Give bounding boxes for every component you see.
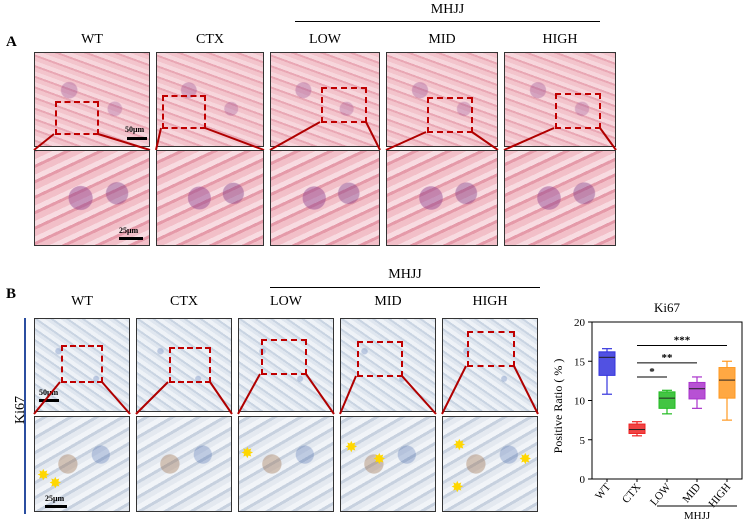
panel-a-col-low: LOW [309,32,341,47]
box-body [718,367,736,399]
y-tick-label: 0 [580,474,586,486]
panel-a-high-zoom-image [504,150,616,246]
panel-b-ctx-overview-image [136,318,232,412]
panel-a-wt-zoom-image: 25μm [34,150,150,246]
panel-b-wt-overview-image: 50μm [34,318,130,412]
star-marker-icon: ✸ [453,438,466,454]
y-axis-label: Positive Ratio ( % ) [551,359,565,454]
panel-a-letter: A [6,34,17,50]
panel-b-col-wt: WT [71,294,93,309]
scale-bar [127,137,147,140]
panel-b-group-line [270,287,540,288]
y-tick-label: 10 [574,396,586,408]
scale-bar-label: 25μm [119,226,139,235]
ki67-box-plot: Ki67 Positive Ratio ( % ) 0 5 10 15 20 WT CTX L… [551,300,743,522]
roi-box [321,87,367,123]
box-body [598,351,616,376]
box-body [628,423,646,434]
panel-b-wt-zoom-image: ✸ ✸ 25μm [34,416,130,512]
box-mid [688,376,706,409]
y-tick-label: 20 [574,317,586,329]
scale-bar [39,399,59,402]
panel-a-low-overview-image [270,52,380,147]
panel-a-group-label: MHJJ [430,2,465,17]
panel-a-ctx-zoom-image [156,150,264,246]
scale-bar [119,237,143,240]
box-ctx [628,421,646,437]
star-marker-icon: ✸ [345,440,358,456]
y-tick-label: 15 [574,356,586,368]
star-marker-icon: ✸ [241,446,254,462]
panel-b-low-zoom-image: ✸ [238,416,334,512]
roi-box [162,95,206,129]
panel-a-high-overview-image [504,52,616,147]
box-wt [598,348,616,395]
panel-b-mid-zoom-image: ✸ ✸ [340,416,436,512]
box-high [718,360,736,421]
x-tick-label-ctx: CTX [620,481,643,506]
roi-box [261,339,307,375]
panel-a-col-high: HIGH [542,32,578,47]
group-label: MHJJ [684,510,711,522]
panel-a-zoom-lines [33,121,617,151]
panel-a-col-mid: MID [428,32,456,47]
panel-a-mid-overview-image [386,52,498,147]
significance-label: * [649,366,655,378]
scale-bar-label: 25μm [45,494,65,503]
panel-b-col-mid: MID [374,294,402,309]
panel-b-group-label: MHJJ [388,267,422,282]
roi-box [427,97,473,133]
panel-b-high-zoom-image: ✸ ✸ ✸ [442,416,538,512]
panel-a-col-ctx: CTX [196,32,224,47]
panel-a-group-line [295,21,600,22]
panel-b-ctx-zoom-image [136,416,232,512]
panel-a-col-wt: WT [81,32,103,47]
star-marker-icon: ✸ [373,452,386,468]
roi-box [169,347,211,383]
scale-bar-label: 50μm [39,388,59,397]
roi-box [55,101,99,135]
panel-a-low-zoom-image [270,150,380,246]
ki67-row-bracket [24,318,26,514]
box-low [658,389,676,415]
x-tick-label-mid: MID [680,481,703,505]
x-tick-label-low: LOW [648,481,674,508]
significance-label: *** [674,335,691,347]
star-marker-icon: ✸ [451,480,464,496]
roi-box [357,341,403,377]
star-marker-icon: ✸ [49,476,62,492]
y-tick-label: 5 [580,435,586,447]
panel-b-col-high: HIGH [472,294,508,309]
panel-b-col-ctx: CTX [170,294,198,309]
panel-b-zoom-lines [33,365,539,415]
roi-box [467,331,515,367]
chart-title: Ki67 [654,300,681,315]
scale-bar-label: 50μm [125,125,145,134]
box-body [688,381,706,400]
panel-b-letter: B [6,286,17,302]
roi-box [555,93,601,129]
significance-label: ** [662,352,674,364]
x-tick-label-wt: WT [593,481,613,502]
chart-marks: ****** [598,335,736,437]
panel-a-mid-zoom-image [386,150,498,246]
panel-b-high-overview-image [442,318,538,412]
panel-a-wt-overview-image: 50μm [34,52,150,147]
box-body [658,391,676,409]
panel-b-low-overview-image [238,318,334,412]
roi-box [61,345,103,383]
star-marker-icon: ✸ [37,468,50,484]
panel-b-col-low: LOW [270,294,302,309]
star-marker-icon: ✸ [519,452,532,468]
scale-bar [45,505,67,508]
